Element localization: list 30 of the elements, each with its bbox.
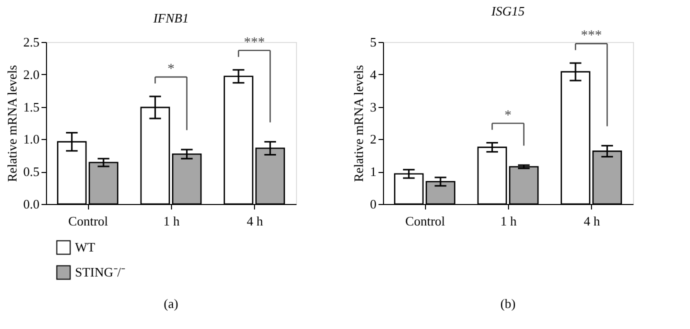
y-tick-label: 3 [370, 99, 376, 114]
y-tick-label: 1.5 [23, 99, 40, 114]
x-tick-label: Control [68, 214, 108, 228]
legend-label: STING⁻/⁻ [75, 264, 125, 280]
y-tick-label: 2.5 [23, 34, 40, 50]
y-tick-label: 2 [370, 132, 376, 147]
text: (a) [164, 296, 178, 311]
y-tick-label: 1.0 [23, 132, 40, 147]
chart-title: ISG15 [490, 4, 526, 19]
y-tick-label: 5 [370, 34, 376, 50]
annotation: * [168, 62, 174, 77]
annotation: * [504, 108, 512, 124]
x-tick-label: 4 h [584, 214, 600, 228]
annotation: *** [580, 28, 602, 44]
legend-label: WT [75, 240, 96, 254]
x-tick-label: 1 h [163, 214, 180, 228]
annotation: *** [244, 35, 265, 50]
x-tick-label: 1 h [500, 214, 518, 228]
y-tick-label: 2.0 [23, 66, 40, 82]
y-tick-label: 1 [370, 164, 376, 180]
y-tick-label: 0.0 [23, 196, 40, 212]
chart-title: IFNB1 [152, 10, 189, 26]
y-tick-label: 0.5 [23, 164, 40, 180]
x-tick-label: 4 h [246, 214, 264, 228]
x-tick-label: Control [405, 214, 446, 228]
y-axis-title: Relative mRNA levels [351, 65, 366, 182]
text: (b) [500, 296, 516, 311]
y-axis-title: Relative mRNA levels [4, 65, 20, 182]
y-tick-label: 0 [370, 196, 376, 212]
y-tick-label: 4 [370, 66, 377, 82]
